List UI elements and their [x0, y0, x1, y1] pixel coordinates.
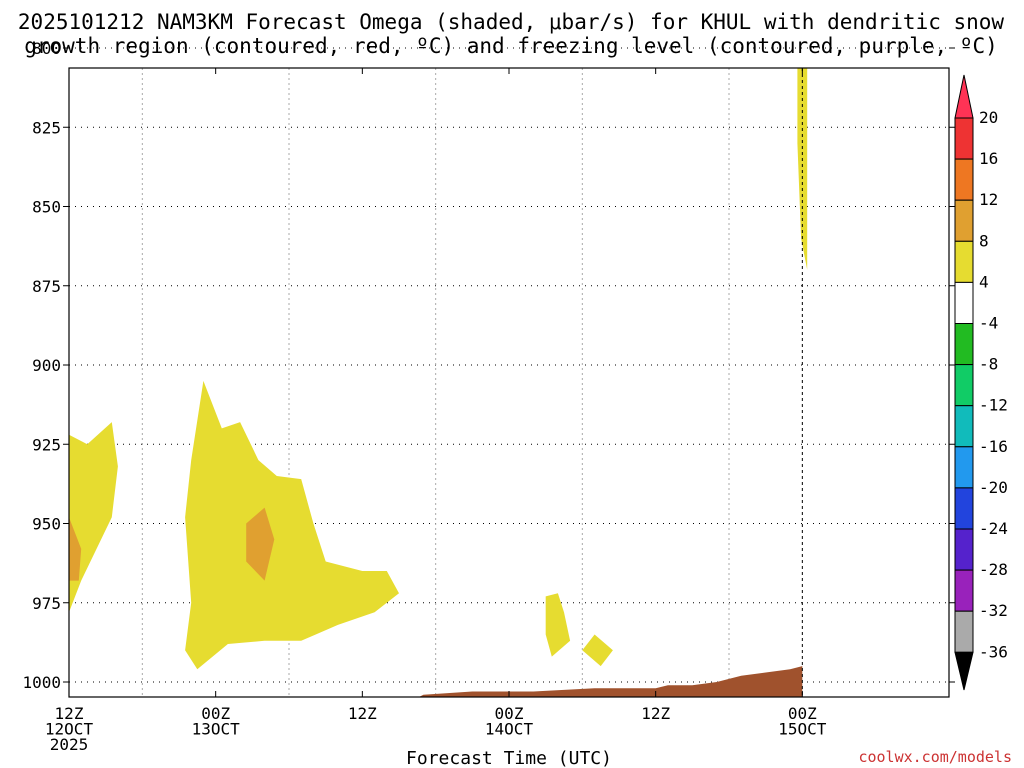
colorbar-label: 12 — [979, 190, 998, 209]
pressure-tick-label: 800 — [32, 39, 61, 58]
omega-region — [545, 593, 571, 657]
omega-region — [69, 517, 82, 581]
x-axis-label: Forecast Time (UTC) — [406, 748, 612, 768]
time-tick-label: 15OCT — [778, 720, 827, 739]
colorbar-label: 16 — [979, 149, 998, 168]
time-tick-label: 12OCT — [45, 720, 94, 739]
colorbar-box — [954, 487, 974, 530]
time-tick-label: 2025 — [50, 735, 89, 754]
chart-title-line-2: growth region (contoured, red, ºC) and f… — [24, 34, 998, 58]
colorbar-box — [954, 446, 974, 489]
colorbar-box — [954, 199, 974, 242]
time-tick-label: 00Z — [788, 704, 817, 723]
omega-region — [797, 68, 808, 270]
omega-region — [582, 634, 613, 667]
colorbar-box — [954, 405, 974, 448]
colorbar-label: 8 — [979, 231, 989, 250]
chart-title-line-1: 2025101212 NAM3KM Forecast Omega (shaded… — [18, 10, 1005, 34]
colorbar-box — [954, 364, 974, 407]
colorbar-label: -8 — [979, 355, 998, 374]
colorbar-box — [954, 610, 974, 653]
colorbar-label: -16 — [979, 437, 1008, 456]
pressure-tick-label: 950 — [32, 515, 61, 534]
colorbar-label: -4 — [979, 314, 998, 333]
colorbar-box — [954, 323, 974, 366]
pressure-tick-label: 1000 — [22, 673, 61, 692]
colorbar-label: -36 — [979, 642, 1008, 661]
pressure-tick-label: 975 — [32, 594, 61, 613]
colorbar-box — [954, 240, 974, 283]
terrain-fill — [418, 666, 803, 697]
pressure-tick-label: 825 — [32, 118, 61, 137]
time-tick-label: 13OCT — [192, 720, 241, 739]
omega-shading — [69, 68, 808, 670]
time-tick-label: 00Z — [201, 704, 230, 723]
colorbar-label: -28 — [979, 560, 1008, 579]
colorbar-box — [954, 528, 974, 571]
colorbar-label: 4 — [979, 272, 989, 291]
colorbar-box — [954, 117, 974, 160]
pressure-tick-label: 900 — [32, 356, 61, 375]
omega-region — [246, 507, 275, 581]
pressure-axis: 5255505756006256506757007257507758008258… — [22, 39, 955, 692]
time-tick-label: 12Z — [641, 704, 670, 723]
colorbar-bottom-arrow — [954, 651, 974, 691]
colorbar-label: -20 — [979, 478, 1008, 497]
pressure-tick-label: 850 — [32, 198, 61, 217]
colorbar-label: -12 — [979, 396, 1008, 415]
colorbar-label: -32 — [979, 601, 1008, 620]
colorbar: 20 16 12 8 4 -4 -8 -12 -16 -20 -24 -28 -32 -36 — [954, 74, 1008, 691]
pressure-tick-label: 875 — [32, 277, 61, 296]
colorbar-label: -24 — [979, 519, 1008, 538]
time-tick-label: 12Z — [55, 704, 84, 723]
colorbar-box — [954, 281, 974, 324]
colorbar-top-arrow — [954, 74, 974, 119]
omega-region — [185, 380, 399, 670]
credit-text: coolwx.com/models — [858, 748, 1012, 766]
time-tick-label: 14OCT — [485, 720, 534, 739]
pressure-tick-label: 925 — [32, 435, 61, 454]
colorbar-label: 20 — [979, 108, 998, 127]
colorbar-box — [954, 158, 974, 201]
colorbar-box — [954, 569, 974, 612]
omega-region — [69, 422, 118, 613]
time-tick-label: 00Z — [495, 704, 524, 723]
terrain-layer — [418, 666, 803, 697]
time-tick-label: 12Z — [348, 704, 377, 723]
